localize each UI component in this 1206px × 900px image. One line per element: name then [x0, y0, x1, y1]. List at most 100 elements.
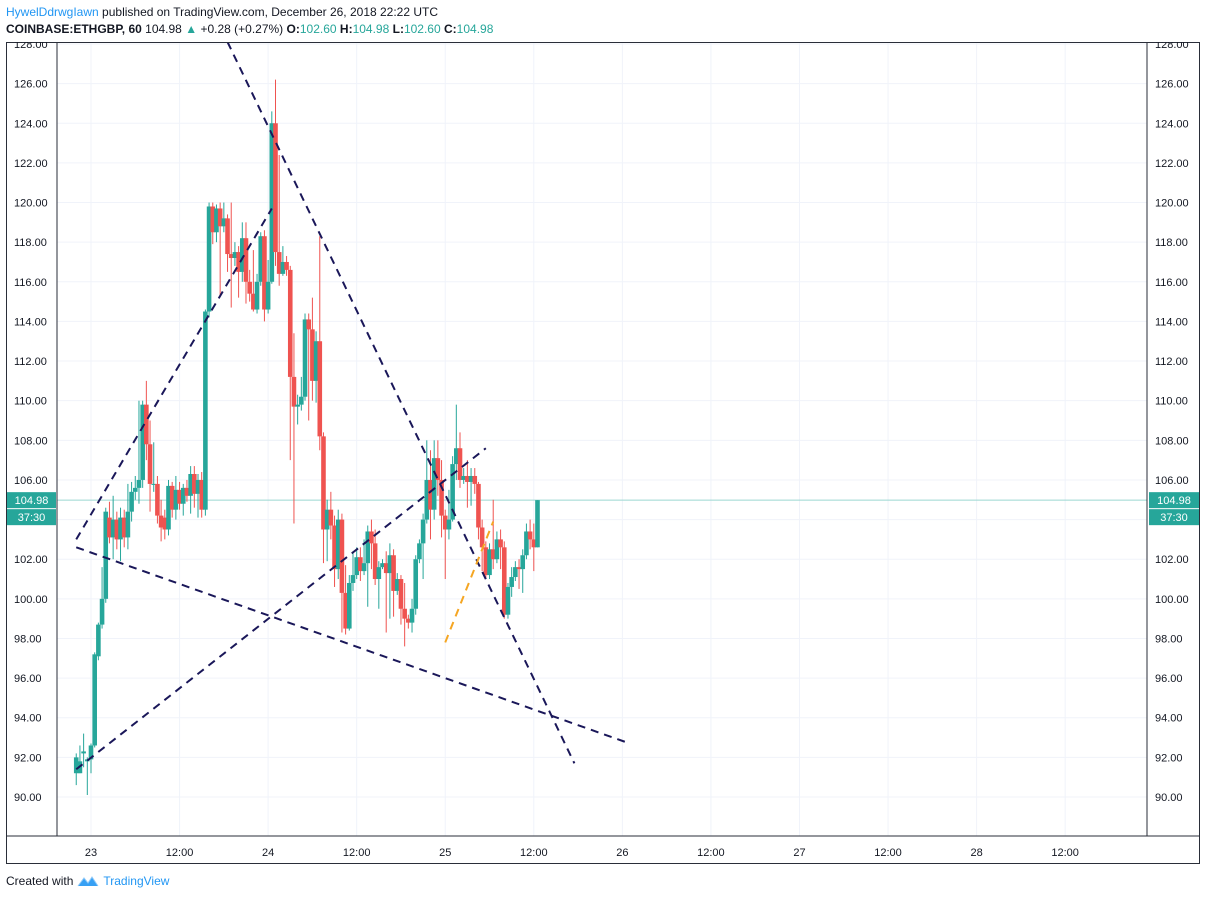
- publish-info: published on TradingView.com, December 2…: [102, 5, 439, 19]
- candle: [155, 475, 160, 524]
- y-tick-label-left: 108.00: [14, 435, 48, 447]
- candle-body: [527, 531, 533, 540]
- y-axis-right[interactable]: 90.00 92.00 94.00 96.00 98.00 100.00 102.00 104…: [1155, 39, 1189, 804]
- trendline[interactable]: [444, 521, 495, 643]
- candle: [391, 549, 396, 617]
- candle-body: [328, 509, 334, 526]
- candle-body: [313, 341, 319, 381]
- candle: [343, 565, 348, 635]
- candlestick-chart[interactable]: 90.00 92.00 94.00 96.00 98.00 100.00 102.00 104…: [6, 39, 1200, 864]
- candle: [151, 442, 157, 492]
- candle-body: [236, 252, 241, 272]
- candle: [276, 154, 282, 286]
- close-value: 104.98: [456, 22, 494, 36]
- candle-body: [454, 448, 459, 465]
- candle-body: [173, 489, 179, 510]
- y-tick-label-right: 110.00: [1155, 396, 1188, 408]
- y-tick-label-right: 90.00: [1155, 792, 1183, 804]
- candle-body: [531, 539, 537, 548]
- candle: [383, 551, 389, 633]
- candle: [85, 757, 90, 796]
- candle-body: [262, 236, 267, 310]
- y-tick-label-right: 94.00: [1155, 713, 1183, 725]
- candle-body: [114, 519, 120, 540]
- x-axis[interactable]: 23 12:00 24 12:00 25 12:00 26 12:00 27 12:00 28 12:…: [85, 847, 1079, 859]
- candle: [490, 499, 496, 570]
- tradingview-link[interactable]: TradingView: [103, 874, 170, 888]
- candle: [350, 551, 356, 591]
- candle-body: [358, 557, 363, 572]
- candle: [284, 256, 289, 276]
- candle: [199, 472, 204, 518]
- candle-body: [188, 474, 193, 496]
- candle: [203, 309, 208, 516]
- candle-body: [147, 444, 153, 484]
- trendline[interactable]: [226, 41, 576, 764]
- candle: [376, 561, 382, 609]
- candle: [121, 509, 127, 548]
- candle: [280, 246, 286, 276]
- candle: [413, 555, 419, 615]
- chart-area[interactable]: 90.00 92.00 94.00 96.00 98.00 100.00 102.00 104…: [6, 39, 1200, 864]
- y-tick-label-right: 112.00: [1155, 356, 1188, 368]
- candle: [420, 513, 426, 580]
- y-tick-label-right: 122.00: [1155, 158, 1189, 170]
- candle-body: [417, 543, 422, 560]
- chart-header: HywelDdrwgIawn published on TradingView.…: [6, 4, 493, 38]
- candle-body: [465, 475, 470, 482]
- candle-body: [442, 515, 448, 530]
- candle-body: [406, 618, 411, 623]
- trendline[interactable]: [75, 447, 487, 771]
- candle-body: [387, 555, 393, 574]
- candle: [527, 519, 533, 550]
- candle-body: [524, 531, 529, 556]
- candle-body: [132, 487, 138, 492]
- candle: [158, 499, 164, 542]
- candle-body: [398, 579, 404, 609]
- candle: [509, 567, 514, 597]
- candle: [409, 598, 415, 633]
- candle-body: [118, 517, 123, 540]
- candle-body: [276, 252, 282, 274]
- y-tick-label-right: 100.00: [1155, 594, 1189, 606]
- candle-body: [472, 475, 478, 484]
- candle-body: [306, 319, 312, 330]
- candle: [210, 202, 216, 245]
- candle: [206, 202, 212, 318]
- candle-body: [516, 567, 522, 570]
- candle-body: [413, 559, 419, 609]
- candle-body: [273, 123, 278, 253]
- publish-line: HywelDdrwgIawn published on TradingView.…: [6, 4, 493, 21]
- candle: [328, 491, 334, 540]
- candle: [136, 400, 142, 504]
- candle: [262, 230, 267, 322]
- candle: [306, 313, 312, 421]
- x-tick-label: 12:00: [166, 847, 194, 859]
- candle: [273, 79, 278, 266]
- candle: [125, 483, 131, 550]
- candle: [195, 474, 201, 518]
- candle-body: [302, 319, 308, 397]
- candle: [103, 507, 109, 603]
- outer-border: [6, 42, 1200, 864]
- candle-body: [409, 608, 415, 623]
- candle-body: [461, 475, 466, 480]
- y-tick-label-right: 92.00: [1155, 752, 1183, 764]
- candle-body: [535, 500, 540, 548]
- last-price-tag-right-bg: [1149, 492, 1199, 509]
- author-link[interactable]: HywelDdrwgIawn: [6, 5, 99, 19]
- candle: [310, 297, 315, 401]
- candle: [354, 547, 359, 580]
- candle-body: [81, 751, 86, 754]
- y-axis-left[interactable]: 90.00 92.00 94.00 96.00 98.00 100.00 102.00 104…: [14, 39, 48, 804]
- tradingview-logo-icon[interactable]: [77, 874, 99, 888]
- candle: [81, 733, 86, 768]
- y-tick-label-right: 106.00: [1155, 475, 1189, 487]
- candle: [99, 567, 105, 629]
- candle: [483, 541, 489, 580]
- candle: [247, 269, 252, 302]
- open-value: 102.60: [299, 22, 337, 36]
- candle: [424, 440, 430, 524]
- countdown-tag-right-bg: [1149, 509, 1199, 526]
- y-tick-label-left: 94.00: [14, 713, 42, 725]
